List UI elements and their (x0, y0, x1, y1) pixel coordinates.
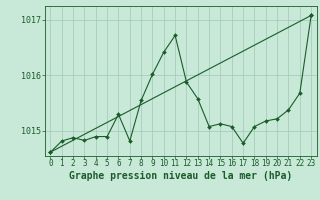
X-axis label: Graphe pression niveau de la mer (hPa): Graphe pression niveau de la mer (hPa) (69, 171, 292, 181)
